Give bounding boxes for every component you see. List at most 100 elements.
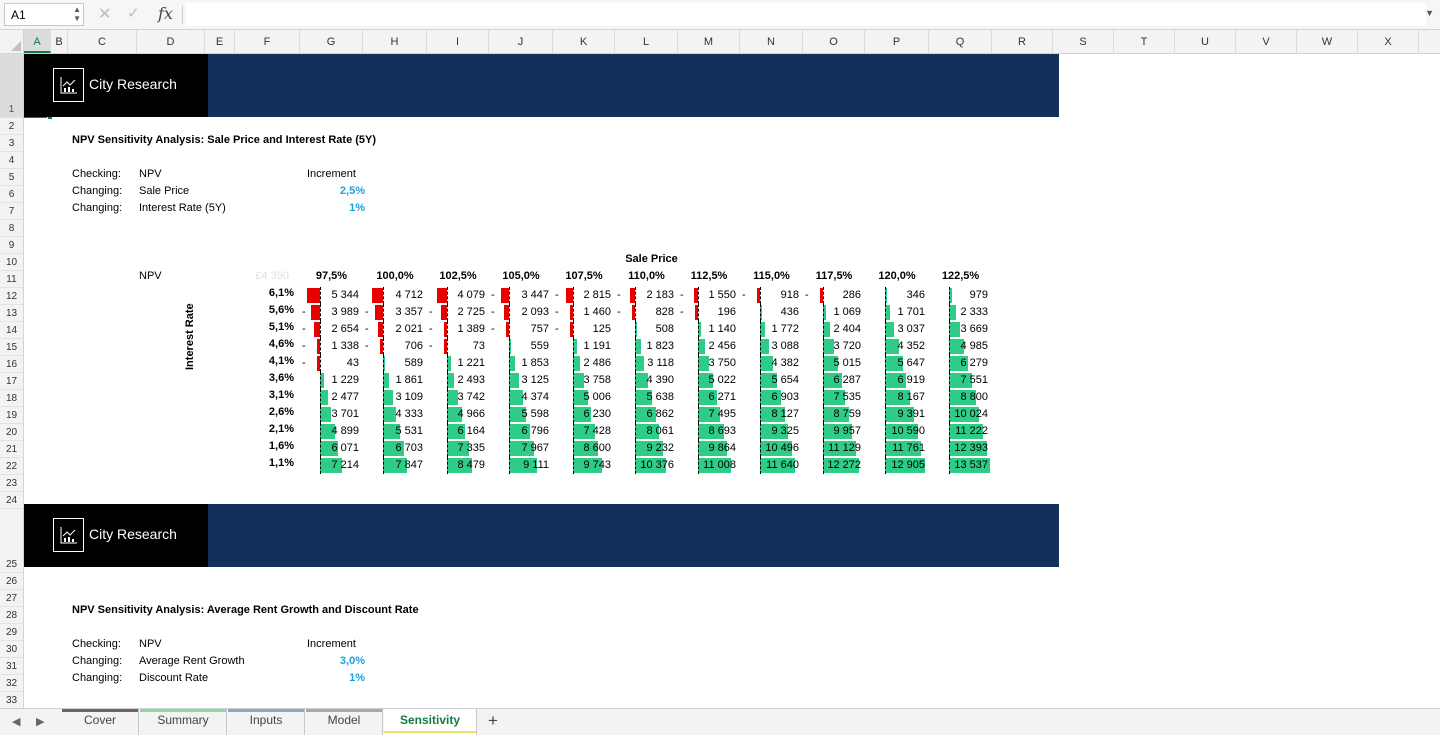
sheet-tab-summary[interactable]: Summary — [140, 709, 227, 735]
table-cell[interactable]: 8 061 — [615, 423, 678, 440]
column-header-o[interactable]: O — [803, 30, 865, 53]
table-cell[interactable]: 1 701 — [865, 304, 929, 321]
table-cell[interactable]: 8 127 — [740, 406, 803, 423]
row-header-11[interactable]: 11 — [0, 271, 23, 288]
table-cell[interactable]: 6 903 — [740, 389, 803, 406]
table-cell[interactable]: 4 712 — [363, 287, 427, 304]
table-cell[interactable]: 3 750 — [678, 355, 740, 372]
table-cell[interactable]: 3 109 — [363, 389, 427, 406]
table-cell[interactable]: 8 800 — [929, 389, 992, 406]
table-cell[interactable]: 1 229 — [300, 372, 363, 389]
table-cell[interactable]: 3 701 — [300, 406, 363, 423]
table-cell[interactable]: 1 221 — [427, 355, 489, 372]
table-cell[interactable]: 9 391 — [865, 406, 929, 423]
table-cell[interactable]: 8 759 — [803, 406, 865, 423]
column-header-c[interactable]: C — [68, 30, 137, 53]
table-cell[interactable]: - 73 — [427, 338, 489, 355]
table-cell[interactable]: 559 — [489, 338, 553, 355]
table-cell[interactable]: - 2 021 — [363, 321, 427, 338]
changing2-increment[interactable]: 1% — [349, 672, 365, 684]
table-cell[interactable]: 11 761 — [865, 440, 929, 457]
sheet-tab-cover[interactable]: Cover — [62, 709, 139, 735]
row-header-5[interactable]: 5 — [0, 169, 23, 186]
table-cell[interactable]: 12 905 — [865, 457, 929, 474]
table-cell[interactable]: 1 853 — [489, 355, 553, 372]
row-header-23[interactable]: 23 — [0, 475, 23, 492]
table-cell[interactable]: 12 393 — [929, 440, 992, 457]
table-cell[interactable]: 5 531 — [363, 423, 427, 440]
table-cell[interactable]: 6 703 — [363, 440, 427, 457]
table-cell[interactable]: - 286 — [803, 287, 865, 304]
name-box[interactable]: A1 ▲ ▼ — [4, 3, 84, 26]
row-header-33[interactable]: 33 — [0, 692, 23, 708]
table-cell[interactable]: - 918 — [740, 287, 803, 304]
table-cell[interactable]: 6 271 — [678, 389, 740, 406]
updown-icon[interactable]: ▲ ▼ — [73, 5, 81, 23]
worksheet-grid[interactable]: City Research NPV Sensitivity Analysis: … — [24, 54, 1440, 708]
row-header-17[interactable]: 17 — [0, 373, 23, 390]
table-cell[interactable]: 7 214 — [300, 457, 363, 474]
table-cell[interactable]: 6 230 — [553, 406, 615, 423]
table-cell[interactable]: 6 071 — [300, 440, 363, 457]
table-cell[interactable]: 6 164 — [427, 423, 489, 440]
table-cell[interactable]: 7 967 — [489, 440, 553, 457]
column-header-a[interactable]: A — [24, 30, 51, 53]
table-cell[interactable]: - 1 338 — [300, 338, 363, 355]
row-header-22[interactable]: 22 — [0, 458, 23, 475]
sheet-tab-sensitivity[interactable]: Sensitivity — [384, 709, 477, 735]
table-cell[interactable]: 5 006 — [553, 389, 615, 406]
check-icon[interactable]: ✓ — [127, 5, 140, 22]
table-cell[interactable]: 5 598 — [489, 406, 553, 423]
table-cell[interactable]: 979 — [929, 287, 992, 304]
table-cell[interactable]: 3 742 — [427, 389, 489, 406]
table-cell[interactable]: - 828 — [615, 304, 678, 321]
scroll-right-icon[interactable]: ▶ — [36, 716, 45, 728]
table-cell[interactable]: 12 272 — [803, 457, 865, 474]
row-header-27[interactable]: 27 — [0, 590, 23, 607]
sheet-tab-inputs[interactable]: Inputs — [228, 709, 305, 735]
table-cell[interactable]: 10 496 — [740, 440, 803, 457]
row-header-6[interactable]: 6 — [0, 186, 23, 203]
table-cell[interactable]: 5 015 — [803, 355, 865, 372]
table-cell[interactable]: 1 861 — [363, 372, 427, 389]
table-cell[interactable]: 1 772 — [740, 321, 803, 338]
column-header-r[interactable]: R — [992, 30, 1053, 53]
column-header-w[interactable]: W — [1297, 30, 1358, 53]
table-cell[interactable]: 2 333 — [929, 304, 992, 321]
table-cell[interactable]: 3 125 — [489, 372, 553, 389]
table-cell[interactable]: 3 758 — [553, 372, 615, 389]
table-cell[interactable]: - 2 093 — [489, 304, 553, 321]
table-cell[interactable]: 4 985 — [929, 338, 992, 355]
table-cell[interactable]: 2 486 — [553, 355, 615, 372]
column-header-n[interactable]: N — [740, 30, 803, 53]
table-cell[interactable]: 6 279 — [929, 355, 992, 372]
plus-icon[interactable]: + — [488, 711, 498, 730]
table-cell[interactable]: - 2 183 — [615, 287, 678, 304]
table-cell[interactable]: 3 669 — [929, 321, 992, 338]
row-header-18[interactable]: 18 — [0, 390, 23, 407]
row-header-28[interactable]: 28 — [0, 607, 23, 624]
column-header-k[interactable]: K — [553, 30, 615, 53]
row-header-21[interactable]: 21 — [0, 441, 23, 458]
table-cell[interactable]: - 3 357 — [363, 304, 427, 321]
table-cell[interactable]: 6 287 — [803, 372, 865, 389]
column-header-m[interactable]: M — [678, 30, 740, 53]
row-header-16[interactable]: 16 — [0, 356, 23, 373]
table-cell[interactable]: 9 743 — [553, 457, 615, 474]
table-cell[interactable]: 1 191 — [553, 338, 615, 355]
table-cell[interactable]: 7 535 — [803, 389, 865, 406]
table-cell[interactable]: - 125 — [553, 321, 615, 338]
row-header-24[interactable]: 24 — [0, 492, 23, 509]
sheet-tab-model[interactable]: Model — [306, 709, 383, 735]
table-cell[interactable]: 5 344 — [300, 287, 363, 304]
row-header-14[interactable]: 14 — [0, 322, 23, 339]
table-cell[interactable]: 8 693 — [678, 423, 740, 440]
row-header-1[interactable]: 1 — [0, 54, 23, 118]
table-cell[interactable]: 8 600 — [553, 440, 615, 457]
table-cell[interactable]: 9 232 — [615, 440, 678, 457]
column-header-x[interactable]: X — [1358, 30, 1419, 53]
row-header-12[interactable]: 12 — [0, 288, 23, 305]
table-cell[interactable]: 13 537 — [929, 457, 992, 474]
table-cell[interactable]: 9 864 — [678, 440, 740, 457]
table-cell[interactable]: 589 — [363, 355, 427, 372]
